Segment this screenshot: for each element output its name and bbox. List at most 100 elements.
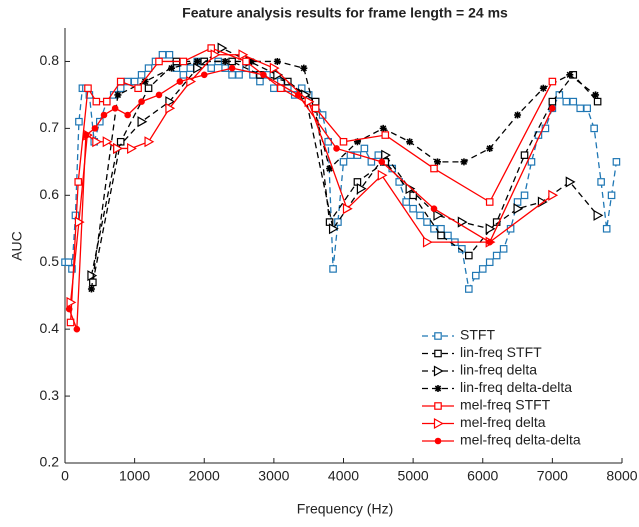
marker — [210, 49, 221, 61]
marker — [423, 218, 431, 226]
marker — [405, 183, 416, 195]
marker — [562, 97, 571, 106]
marker — [75, 117, 83, 126]
marker — [356, 183, 367, 195]
marker — [602, 224, 611, 233]
marker — [437, 224, 445, 233]
marker — [569, 97, 578, 106]
marker — [433, 209, 444, 221]
marker — [228, 71, 236, 79]
marker — [539, 84, 547, 92]
y-tick-label: 0.5 — [40, 253, 60, 269]
legend-marker — [433, 417, 444, 430]
marker — [465, 285, 473, 293]
marker — [329, 265, 337, 273]
legend-marker — [434, 385, 442, 392]
marker — [168, 64, 176, 72]
marker — [593, 97, 602, 106]
marker — [165, 50, 174, 59]
marker — [165, 102, 176, 114]
marker — [217, 42, 228, 54]
marker — [486, 144, 494, 152]
marker — [64, 258, 73, 267]
marker — [583, 104, 591, 113]
marker — [228, 64, 236, 72]
marker — [471, 271, 480, 280]
x-tick-label: 6000 — [467, 468, 498, 484]
marker — [430, 205, 438, 212]
legend-label: lin-freq delta — [460, 362, 537, 378]
marker — [409, 191, 417, 200]
marker — [460, 158, 468, 166]
marker — [248, 57, 256, 65]
marker — [137, 71, 146, 79]
legend-label: STFT — [460, 327, 495, 343]
marker — [92, 97, 101, 106]
x-tick-label: 3000 — [258, 468, 289, 484]
marker — [406, 138, 414, 146]
marker — [84, 84, 92, 93]
marker — [66, 296, 77, 308]
marker — [353, 138, 361, 146]
marker — [186, 64, 195, 72]
y-tick-label: 0.6 — [40, 186, 60, 202]
series-line — [90, 60, 596, 290]
marker — [612, 158, 621, 166]
marker — [566, 71, 574, 79]
y-tick-label: 0.7 — [40, 119, 60, 135]
x-tick-label: 4000 — [328, 468, 359, 484]
marker — [513, 203, 524, 215]
y-tick-label: 0.2 — [40, 454, 60, 470]
marker — [339, 137, 348, 146]
marker — [590, 124, 598, 133]
marker — [74, 178, 83, 186]
marker — [144, 64, 153, 72]
legend-marker — [434, 349, 442, 358]
marker — [513, 198, 522, 206]
marker — [179, 71, 188, 79]
x-tick-label: 1000 — [119, 468, 150, 484]
marker — [548, 189, 559, 201]
legend-marker — [433, 365, 444, 377]
marker — [116, 77, 125, 86]
y-tick-label: 0.3 — [40, 387, 60, 403]
marker — [124, 111, 131, 119]
marker — [499, 245, 508, 253]
marker — [465, 251, 473, 260]
marker — [402, 198, 410, 206]
marker — [102, 136, 113, 148]
marker — [433, 158, 441, 166]
marker — [144, 136, 155, 148]
marker — [328, 223, 339, 235]
marker — [593, 209, 604, 221]
marker — [541, 124, 550, 133]
marker — [238, 49, 249, 61]
legend-marker — [434, 437, 442, 445]
legend-label: mel-freq delta-delta — [460, 432, 581, 448]
marker — [360, 144, 369, 153]
marker — [379, 124, 387, 132]
marker — [100, 111, 108, 119]
marker — [342, 203, 353, 215]
marker — [130, 77, 139, 86]
marker — [304, 96, 315, 108]
marker — [89, 278, 97, 287]
marker — [339, 158, 348, 166]
marker — [65, 305, 73, 313]
marker — [592, 91, 600, 99]
x-tick-label: 5000 — [398, 468, 429, 484]
marker — [430, 164, 438, 173]
marker — [492, 251, 501, 260]
marker — [269, 62, 280, 74]
marker — [102, 97, 111, 106]
marker — [92, 136, 103, 148]
x-tick-label: 0 — [61, 468, 69, 484]
marker — [514, 111, 522, 119]
marker — [87, 285, 95, 293]
marker — [416, 211, 424, 220]
marker — [378, 158, 386, 166]
marker — [374, 151, 383, 159]
marker — [207, 64, 216, 72]
legend-marker — [434, 402, 442, 410]
marker — [311, 104, 320, 113]
